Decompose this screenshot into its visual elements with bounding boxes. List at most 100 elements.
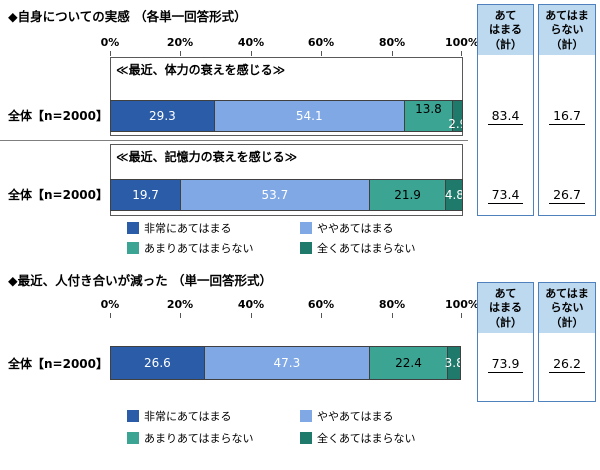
bar-segment: 13.8: [403, 101, 453, 131]
agree-total-social: 73.9: [487, 356, 524, 373]
legend-label: あまりあてはまらない: [144, 242, 254, 255]
axis-tick-label: 80%: [378, 36, 406, 49]
legend-label: ややあてはまる: [317, 410, 394, 423]
axis-tick: [321, 313, 322, 318]
axis-tick: [321, 51, 322, 56]
summary-header-agree: あて はまる （計）: [478, 5, 533, 55]
bar-segment-label: 22.4: [395, 356, 422, 370]
bar-segment-label: 26.6: [144, 356, 171, 370]
stacked-bar-physical: 29.3 54.1 13.8 2.9: [110, 100, 463, 132]
legend-item: ややあてはまる: [300, 220, 394, 236]
legend-item: あまりあてはまらない: [127, 430, 254, 446]
row-label: 全体【n=2000】: [8, 109, 108, 123]
axis-tick-label: 60%: [307, 298, 335, 311]
stacked-bar-memory: 19.7 53.7 21.9 4.8: [110, 179, 463, 211]
axis-tick: [180, 313, 181, 318]
section2-title: ◆最近、人付き合いが減った （単一回答形式）: [8, 273, 272, 288]
bar-segment-label: 2.9: [448, 117, 462, 131]
disagree-total-column: あてはま らない （計） 16.7 26.7: [538, 4, 596, 216]
legend-label: 非常にあてはまる: [144, 410, 232, 423]
bar-segment-label: 4.8: [444, 188, 463, 202]
legend-swatch: [127, 222, 139, 234]
bar-segment-label: 21.9: [394, 188, 421, 202]
legend-swatch: [127, 410, 139, 422]
legend-label: 非常にあてはまる: [144, 222, 232, 235]
legend-item: 非常にあてはまる: [127, 220, 232, 236]
axis-tick-label: 0%: [100, 298, 120, 311]
summary-header-agree: あて はまる （計）: [478, 283, 533, 333]
bar-segment-label: 47.3: [273, 356, 301, 370]
bar-segment: 19.7: [111, 180, 181, 210]
chart-panel-memory-decline: ≪最近、記憶力の衰えを感じる≫ 19.7 53.7 21.9 4.8: [110, 144, 463, 216]
axis-tick-label: 80%: [378, 298, 406, 311]
bar-segment-label: 19.7: [132, 188, 159, 202]
bar-segment: 47.3: [203, 347, 369, 379]
summary-value: 26.7: [539, 187, 595, 204]
agree-total-column: あて はまる （計） 83.4 73.4: [477, 4, 534, 216]
summary-header-disagree: あてはま らない （計）: [539, 283, 595, 333]
disagree-total-social: 26.2: [549, 356, 585, 373]
legend-swatch: [127, 432, 139, 444]
bar-segment: 3.8: [444, 347, 460, 379]
bar-segment: 54.1: [213, 101, 404, 131]
axis-tick-label: 40%: [237, 36, 265, 49]
chart-panel-physical-decline: ≪最近、体力の衰えを感じる≫ 29.3 54.1 13.8 2.9: [110, 57, 463, 136]
legend-label: ややあてはまる: [317, 222, 394, 235]
axis-tick-label: 20%: [166, 36, 194, 49]
section1-title: ◆自身についての実感 （各単一回答形式）: [8, 9, 247, 24]
legend-item: ややあてはまる: [300, 408, 394, 424]
axis-tick: [461, 313, 462, 318]
row-label: 全体【n=2000】: [8, 188, 108, 202]
bar-segment-label: 13.8: [415, 102, 442, 116]
bar-segment: 26.6: [111, 347, 204, 379]
agree-total-column: あて はまる （計） 73.9: [477, 282, 534, 402]
legend-swatch: [300, 432, 312, 444]
summary-value: 26.2: [539, 356, 595, 373]
summary-value: 73.9: [478, 356, 533, 373]
bar-segment: 22.4: [368, 347, 448, 379]
legend-item: 非常にあてはまる: [127, 408, 232, 424]
axis-tick: [251, 313, 252, 318]
disagree-total-physical: 16.7: [549, 108, 585, 125]
legend-label: 全くあてはまらない: [317, 242, 416, 255]
axis-tick-label: 100%: [445, 36, 479, 49]
agree-total-memory: 73.4: [487, 187, 524, 204]
axis-tick-label: 0%: [100, 36, 120, 49]
legend-swatch: [300, 222, 312, 234]
chart-subtitle: ≪最近、体力の衰えを感じる≫: [116, 63, 286, 77]
summary-value: 83.4: [478, 108, 533, 125]
axis-tick: [392, 313, 393, 318]
bar-segment: 4.8: [445, 180, 462, 210]
axis-tick: [110, 51, 111, 56]
axis-tick-label: 100%: [445, 298, 479, 311]
legend-item: 全くあてはまらない: [300, 240, 416, 256]
bar-segment: 53.7: [180, 180, 369, 210]
disagree-total-column: あてはま らない （計） 26.2: [538, 282, 596, 402]
stacked-bar-social: 26.6 47.3 22.4 3.8: [110, 346, 461, 380]
legend-label: あまりあてはまらない: [144, 432, 254, 445]
legend-swatch: [127, 242, 139, 254]
bar-segment-label: 53.7: [261, 188, 289, 202]
axis-tick: [180, 51, 181, 56]
summary-header-disagree: あてはま らない （計）: [539, 5, 595, 55]
section-divider: [0, 140, 468, 141]
axis-tick: [251, 51, 252, 56]
legend-item: あまりあてはまらない: [127, 240, 254, 256]
disagree-total-memory: 26.7: [549, 187, 585, 204]
summary-value: 73.4: [478, 187, 533, 204]
axis-tick-label: 60%: [307, 36, 335, 49]
axis-tick: [110, 313, 111, 318]
bar-segment-label: 54.1: [295, 109, 323, 123]
bar-segment: 29.3: [111, 101, 214, 131]
axis-tick: [461, 51, 462, 56]
agree-total-physical: 83.4: [487, 108, 524, 125]
row-label: 全体【n=2000】: [8, 357, 108, 371]
legend-item: 全くあてはまらない: [300, 430, 416, 446]
axis-tick-label: 40%: [237, 298, 265, 311]
axis-tick-label: 20%: [166, 298, 194, 311]
bar-segment-label: 3.8: [444, 356, 460, 370]
bar-segment: 21.9: [368, 180, 446, 210]
bar-segment: 2.9: [448, 101, 462, 131]
chart-subtitle: ≪最近、記憶力の衰えを感じる≫: [116, 150, 298, 164]
